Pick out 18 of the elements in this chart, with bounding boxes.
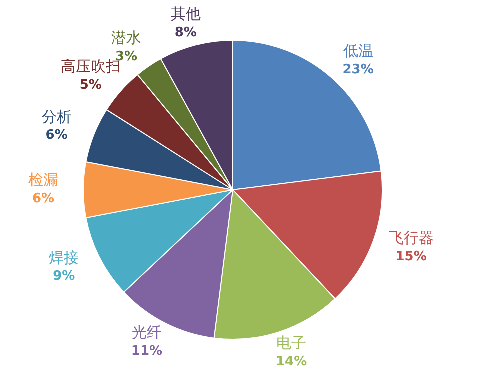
- data-label: 8%: [174, 25, 197, 40]
- slice-label: 其他: [170, 4, 201, 23]
- data-label: 15%: [396, 249, 427, 264]
- slice-label: 光纤: [132, 324, 162, 342]
- slice-label: 焊接: [49, 248, 80, 267]
- slice-label: 飞行器: [388, 228, 434, 247]
- data-label: 5%: [80, 78, 102, 93]
- data-label: 11%: [131, 344, 163, 360]
- data-label: 6%: [32, 191, 55, 206]
- data-label: 9%: [53, 269, 76, 284]
- data-label: 14%: [276, 354, 308, 370]
- slice-label: 低温: [343, 42, 374, 60]
- data-label: 23%: [342, 62, 374, 78]
- slice-label: 检漏: [28, 170, 58, 189]
- data-label: 6%: [46, 128, 68, 144]
- slice-label: 潜水: [111, 29, 142, 48]
- slice-label: 分析: [42, 108, 72, 126]
- slice-label: 电子: [276, 334, 307, 352]
